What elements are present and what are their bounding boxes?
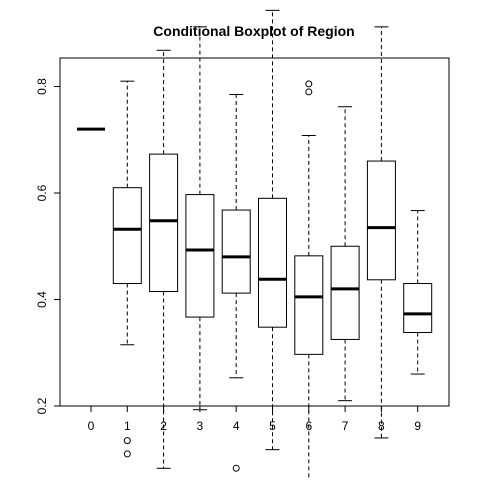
box-category-4 bbox=[221, 93, 251, 472]
x-tick-label: 3 bbox=[197, 419, 204, 433]
box-category-9 bbox=[403, 210, 433, 375]
box-iqr bbox=[112, 187, 142, 285]
box-iqr bbox=[185, 194, 215, 318]
box-category-7 bbox=[330, 106, 360, 402]
outlier-point bbox=[305, 88, 313, 96]
x-tick-label: 7 bbox=[342, 419, 349, 433]
x-tick-label: 4 bbox=[233, 419, 240, 433]
box-category-5 bbox=[258, 9, 287, 451]
box-iqr bbox=[330, 245, 360, 340]
y-tick-label: 0.8 bbox=[35, 78, 49, 95]
outlier-point bbox=[305, 80, 313, 88]
box-category-6 bbox=[294, 80, 324, 480]
box-iqr bbox=[258, 197, 287, 328]
x-tick-label: 8 bbox=[378, 419, 385, 433]
box-iqr bbox=[221, 209, 251, 294]
outlier-point bbox=[232, 464, 240, 472]
x-tick-label: 1 bbox=[124, 419, 131, 433]
box-category-8 bbox=[366, 26, 396, 439]
y-axis: 0.2 0.4 0.6 0.8 bbox=[35, 78, 61, 414]
y-tick-label: 0.2 bbox=[35, 397, 49, 414]
box-iqr bbox=[294, 255, 324, 355]
x-tick-label: 0 bbox=[88, 419, 95, 433]
box-iqr bbox=[149, 153, 179, 293]
x-tick-label: 9 bbox=[414, 419, 421, 433]
box-iqr bbox=[366, 160, 396, 281]
x-axis: 0123456789 bbox=[88, 405, 421, 433]
box-category-1 bbox=[112, 80, 142, 458]
boxes-group bbox=[77, 9, 433, 480]
y-tick-label: 0.6 bbox=[35, 184, 49, 201]
box-category-2 bbox=[149, 49, 179, 469]
outlier-point bbox=[123, 450, 131, 458]
outlier-point bbox=[123, 437, 131, 445]
chart-title: Conditional Boxplot of Region bbox=[153, 23, 354, 39]
box-iqr bbox=[403, 283, 433, 334]
y-tick-label: 0.4 bbox=[35, 291, 49, 308]
box-category-3 bbox=[185, 26, 215, 411]
